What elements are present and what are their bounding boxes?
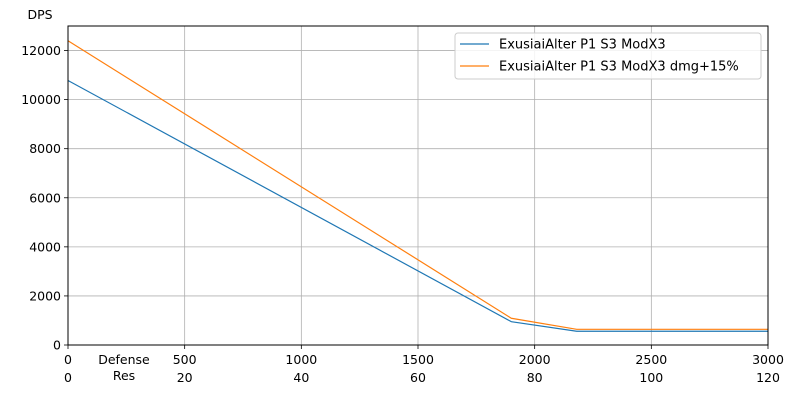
legend-label-series-2: ExusiaiAlter P1 S3 ModX3 dmg+15% [499,60,739,75]
x-tick-label-defense: 1500 [402,352,434,367]
series-lines [67,40,768,332]
x-axis-label-res: Res [113,368,135,383]
series-line-1 [67,79,768,332]
series-line-2 [67,40,768,330]
x-tick-label-defense: 0 [64,352,72,367]
legend-label-series-1: ExusiaiAlter P1 S3 ModX3 [499,38,666,53]
y-tick-label: 6000 [29,190,61,205]
x-tick-label-res: 100 [639,370,663,385]
x-tick-label-res: 0 [64,370,72,385]
y-axis-label: DPS [27,7,52,22]
y-tick-label: 2000 [29,288,61,303]
x-tick-label-defense: 500 [173,352,197,367]
y-tick-label: 4000 [29,239,61,254]
legend: ExusiaiAlter P1 S3 ModX3 ExusiaiAlter P1… [454,32,762,80]
x-tick-label-res: 120 [756,370,780,385]
x-tick-label-res: 80 [527,370,543,385]
y-tick-label: 8000 [29,141,61,156]
y-tick-label: 0 [53,338,61,353]
axis-ticks: 0050020100040150060200080250010030001200… [21,43,784,385]
x-tick-label-defense: 1000 [285,352,317,367]
y-tick-label: 12000 [21,43,61,58]
x-tick-label-res: 20 [177,370,193,385]
x-tick-label-defense: 2500 [635,352,667,367]
x-tick-label-res: 40 [293,370,309,385]
y-tick-label: 10000 [21,92,61,107]
x-tick-label-res: 60 [410,370,426,385]
x-tick-label-defense: 2000 [519,352,551,367]
x-tick-label-defense: 3000 [752,352,784,367]
x-axis-label-defense: Defense [98,352,150,367]
legend-box [454,32,762,80]
